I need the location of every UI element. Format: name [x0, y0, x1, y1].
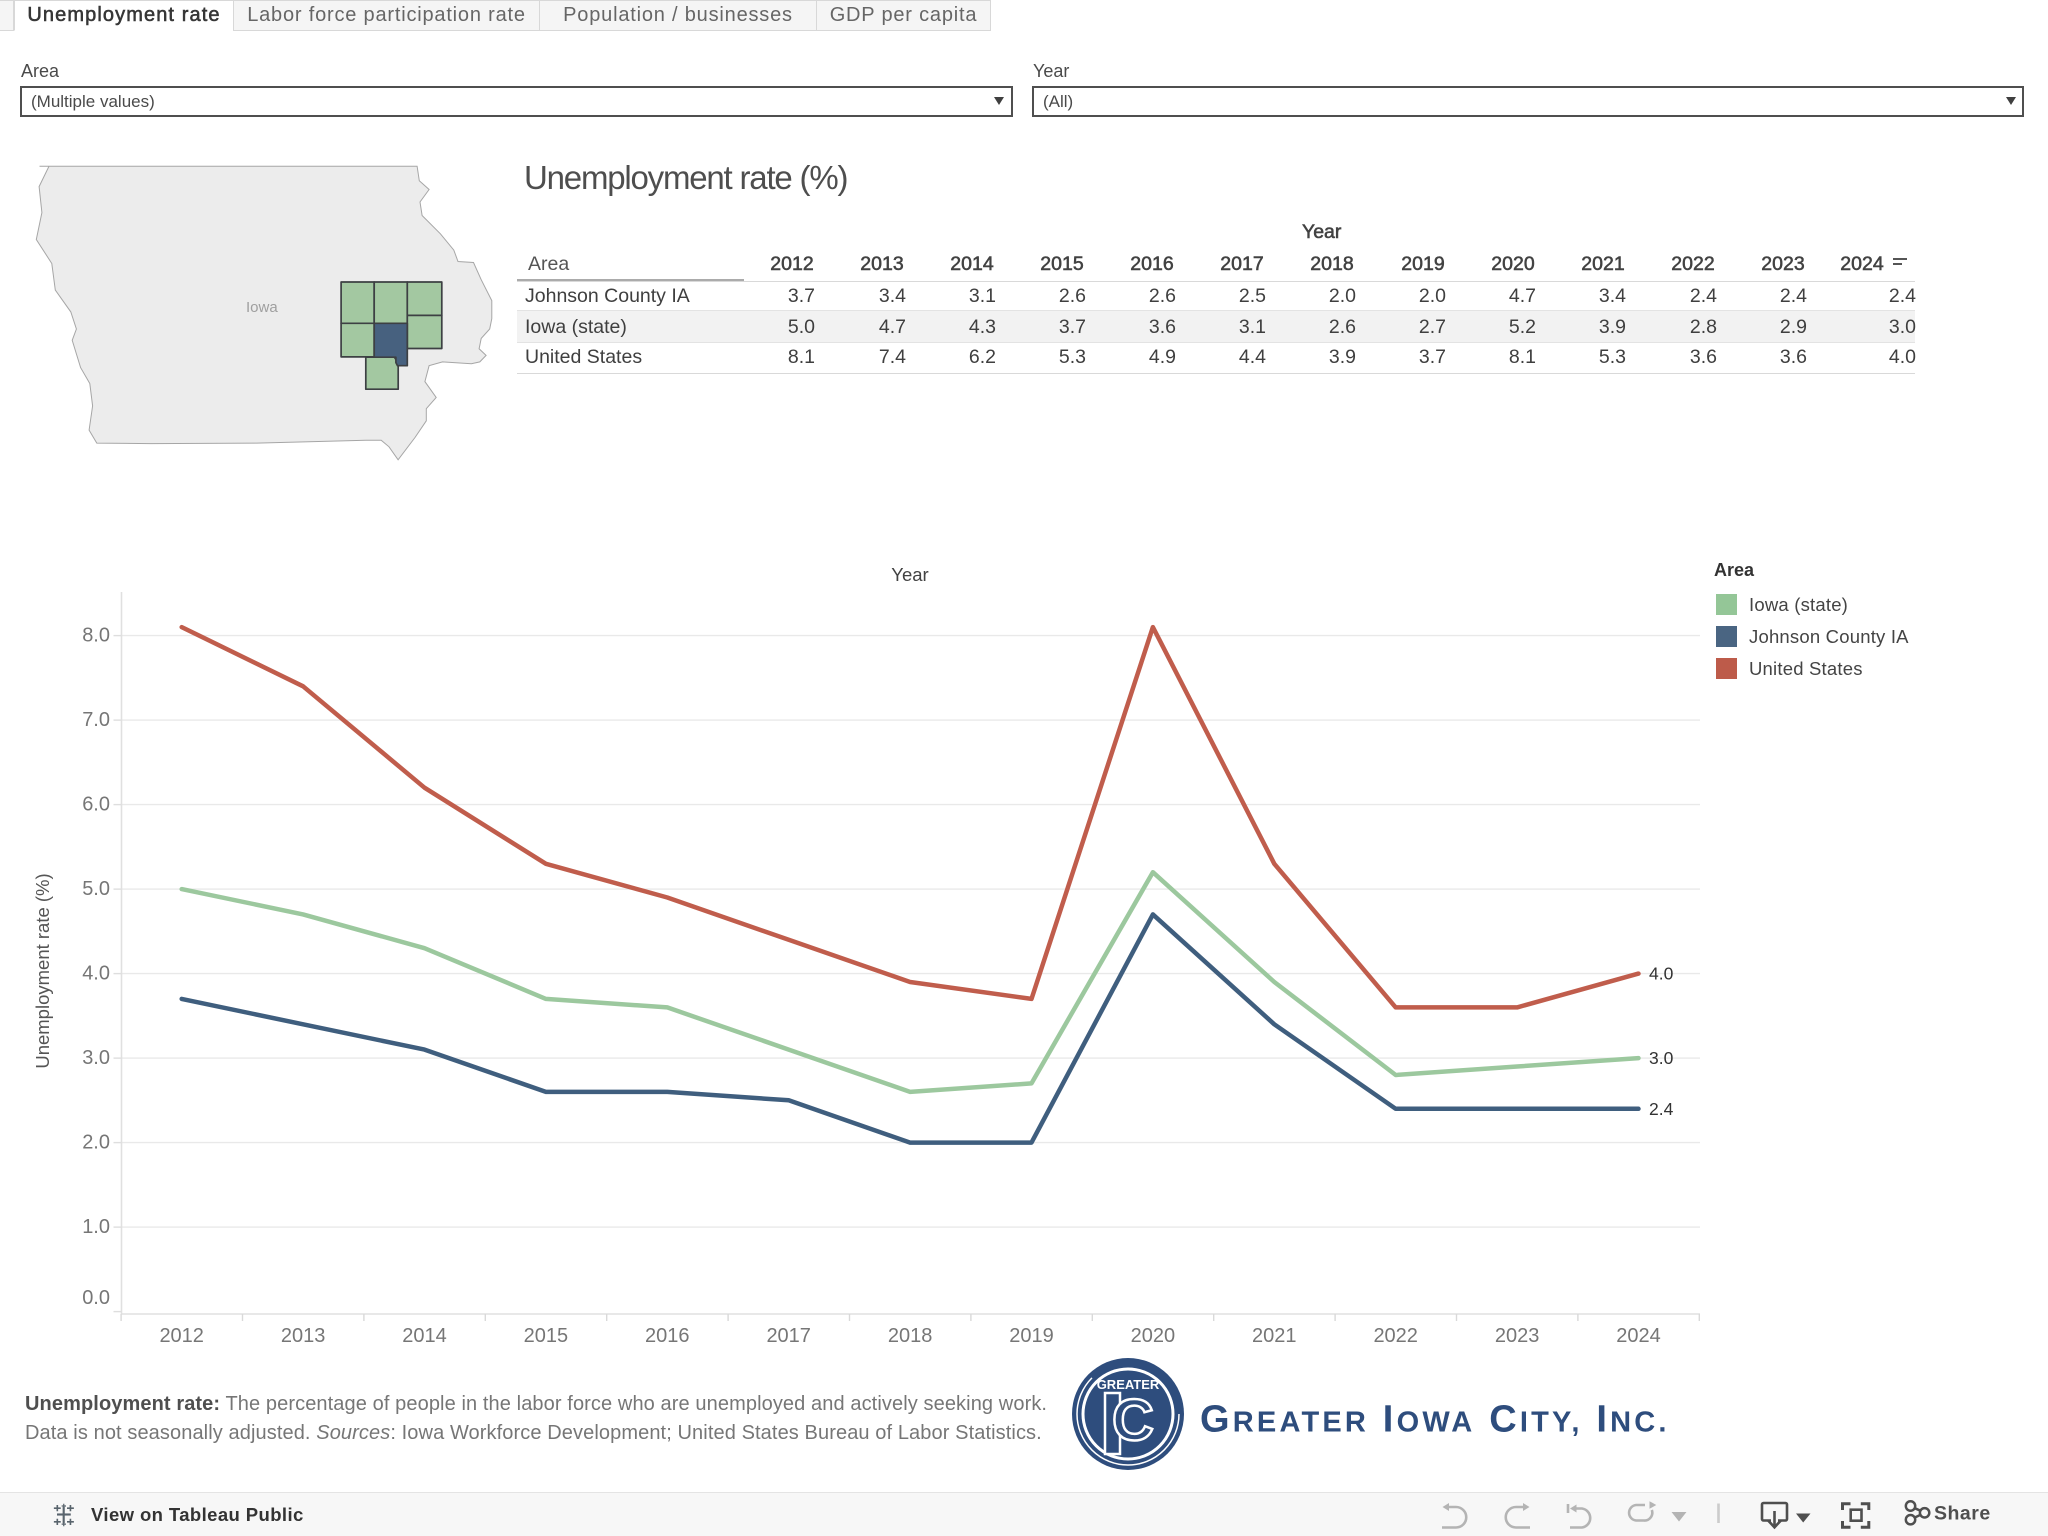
svg-text:2013: 2013 [281, 1325, 326, 1347]
svg-text:2021: 2021 [1252, 1325, 1297, 1347]
svg-text:1.0: 1.0 [82, 1216, 110, 1238]
svg-text:2012: 2012 [159, 1325, 204, 1347]
svg-text:2017: 2017 [766, 1325, 811, 1347]
svg-text:Unemployment rate (%): Unemployment rate (%) [32, 873, 53, 1068]
svg-text:2014: 2014 [402, 1325, 447, 1347]
svg-text:2019: 2019 [1009, 1325, 1054, 1347]
svg-text:4.0: 4.0 [82, 963, 110, 985]
svg-text:6.0: 6.0 [82, 794, 110, 816]
svg-text:2016: 2016 [645, 1325, 690, 1347]
svg-text:2018: 2018 [888, 1325, 933, 1347]
svg-text:4.0: 4.0 [1649, 964, 1674, 984]
svg-text:8.0: 8.0 [82, 625, 110, 647]
svg-text:0.0: 0.0 [82, 1287, 110, 1309]
svg-text:2020: 2020 [1131, 1325, 1176, 1347]
svg-text:Iowa: Iowa [246, 299, 278, 316]
svg-text:3.0: 3.0 [1649, 1048, 1674, 1068]
svg-text:C: C [1112, 1388, 1154, 1453]
svg-text:2015: 2015 [524, 1325, 569, 1347]
svg-text:Share: Share [1934, 1503, 1991, 1525]
svg-text:2023: 2023 [1495, 1325, 1540, 1347]
svg-text:2022: 2022 [1373, 1325, 1418, 1347]
svg-text:2.4: 2.4 [1649, 1099, 1674, 1119]
svg-text:3.0: 3.0 [82, 1047, 110, 1069]
svg-text:GREATER IOWA CITY, INC.: GREATER IOWA CITY, INC. [1200, 1399, 1670, 1441]
svg-text:5.0: 5.0 [82, 878, 110, 900]
svg-text:2024: 2024 [1616, 1325, 1661, 1347]
svg-text:Year: Year [891, 564, 928, 585]
svg-text:7.0: 7.0 [82, 709, 110, 731]
svg-text:GREATER: GREATER [1097, 1377, 1160, 1392]
svg-text:2.0: 2.0 [82, 1132, 110, 1154]
